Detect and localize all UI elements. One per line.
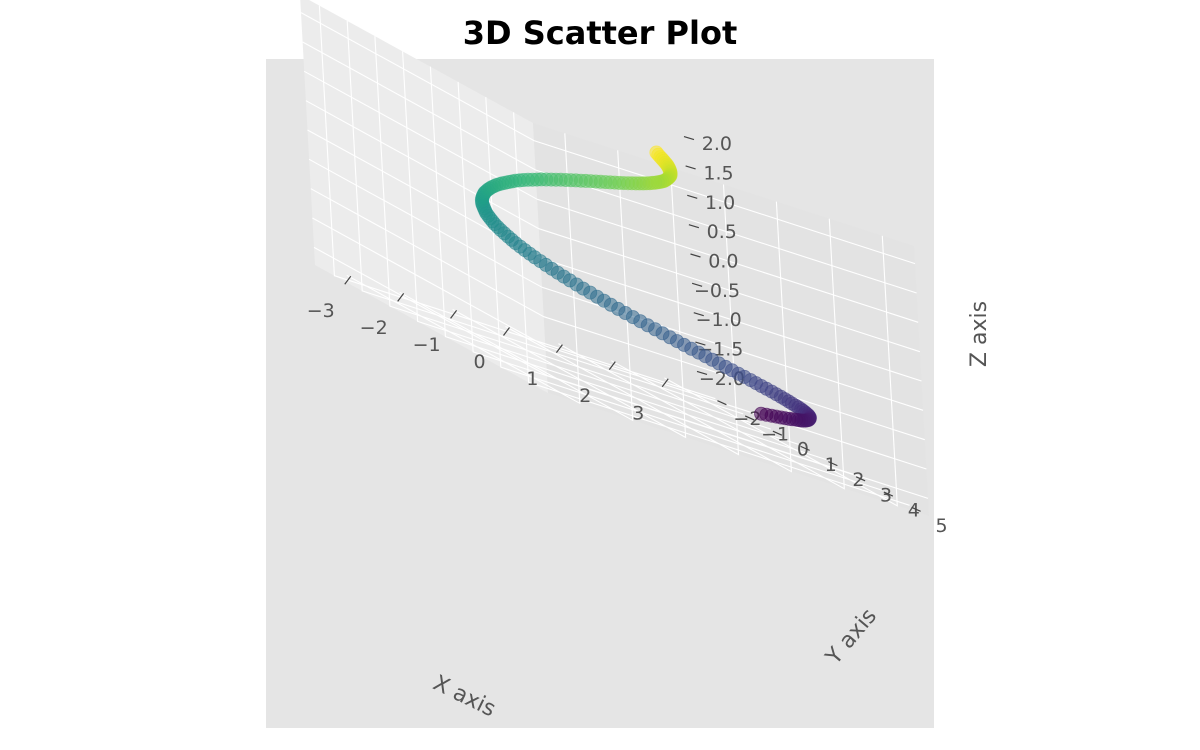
grid-line-y: [346, 20, 744, 415]
x-tick-mark: [397, 292, 405, 302]
x-tick-label: −3: [307, 300, 335, 322]
grid-line-z: [305, 100, 921, 353]
x-tick-label: 2: [579, 385, 591, 407]
grid-line-x: [611, 218, 845, 490]
z-tick-mark: [690, 253, 701, 258]
z-tick-label: −0.5: [694, 280, 740, 302]
z-tick-mark: [693, 312, 704, 317]
x-tick-mark: [608, 361, 616, 371]
scatter-points: [474, 145, 817, 428]
grid-line-x: [664, 235, 898, 507]
x-tick-mark: [450, 310, 458, 319]
y-tick-mark: [855, 476, 866, 482]
x-tick-mark: [503, 327, 510, 336]
x-tick-label: 0: [473, 351, 485, 373]
z-tick-label: 2.0: [702, 133, 732, 155]
z-tick-mark: [695, 341, 706, 346]
scatter-point: [648, 175, 663, 190]
grid-line-z: [308, 158, 924, 411]
grid-line-y: [513, 112, 910, 506]
grid-line-z: [312, 217, 927, 470]
x-tick-mark: [555, 344, 563, 353]
x-tick-label: −2: [360, 317, 388, 339]
z-tick-mark: [688, 224, 700, 229]
x-tick-mark: [344, 275, 352, 285]
z-tick-label: 1.0: [705, 192, 735, 214]
grid-line-z: [302, 41, 917, 294]
y-tick-label: 0: [797, 439, 809, 461]
grid-lines: [300, 5, 929, 507]
y-tick-mark: [800, 445, 810, 451]
grid-line-x: [452, 167, 687, 439]
chart-title: 3D Scatter Plot: [462, 14, 738, 52]
z-tick-mark: [685, 165, 696, 170]
z-axis-label: Z axis: [967, 301, 992, 367]
y-tick-label: 1: [825, 454, 837, 476]
z-tick-label: 0.0: [708, 251, 738, 273]
z-tick-mark: [683, 136, 695, 141]
y-tick-label: 4: [908, 500, 920, 522]
grid-line-z: [310, 188, 925, 441]
y-tick-mark: [717, 400, 727, 406]
grid-line-x: [399, 150, 634, 422]
grid-line-z: [313, 246, 929, 499]
y-tick-label: 3: [880, 484, 892, 506]
x-tick-label: −1: [413, 334, 441, 356]
grid-line-y: [429, 66, 827, 461]
grid-line-y: [402, 51, 799, 445]
grid-line-z: [303, 70, 919, 323]
grid-line-x: [558, 201, 793, 473]
x-tick-label: 3: [632, 402, 644, 424]
grid-line-x: [505, 184, 740, 456]
y-tick-label: −1: [761, 423, 789, 445]
grid-line-x: [346, 133, 581, 405]
z-tick-mark: [691, 282, 703, 287]
y-tick-label: 2: [852, 469, 864, 491]
y-tick-mark: [772, 430, 783, 436]
x-tick-label: 1: [526, 368, 538, 390]
z-tick-mark: [687, 194, 698, 199]
z-tick-mark: [696, 370, 708, 375]
z-tick-label: 0.5: [707, 221, 737, 243]
z-tick-label: −1.0: [696, 309, 742, 331]
grid-line-y: [318, 5, 716, 400]
grid-line-z: [300, 12, 916, 265]
y-tick-mark: [744, 415, 755, 421]
grid-line-y: [374, 36, 772, 430]
x-tick-mark: [661, 378, 669, 388]
y-tick-mark: [828, 461, 838, 467]
y-tick-label: 5: [936, 515, 948, 537]
scatter-point: [754, 406, 769, 421]
y-tick-mark: [883, 491, 894, 497]
z-tick-label: 1.5: [703, 162, 733, 184]
y-tick-mark: [911, 506, 921, 512]
